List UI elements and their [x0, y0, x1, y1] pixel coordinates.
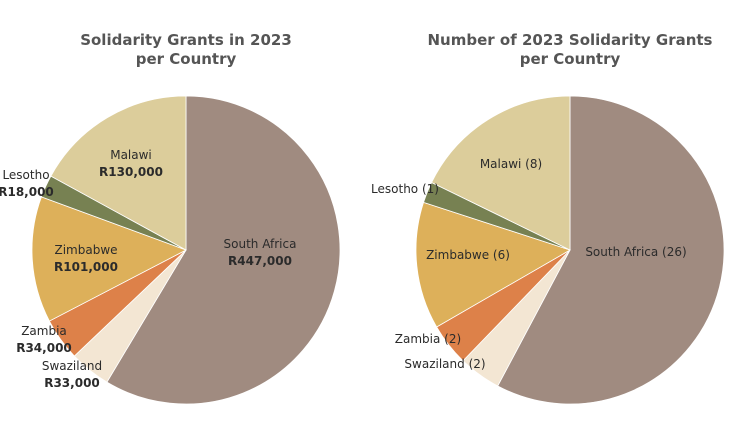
chart-1-value-malawi: R130,000 [99, 165, 163, 179]
chart-1-value-zimbabwe: R101,000 [54, 260, 118, 274]
chart-2-title-line-2: per Country [520, 50, 621, 68]
chart-2-slice-zimbabwe [415, 201, 571, 328]
chart-1-slice-south-africa [106, 95, 341, 405]
chart-1: Solidarity Grants in 2023 per Country So… [0, 31, 341, 405]
chart-1-value-south-africa: R447,000 [228, 254, 292, 268]
chart-1-value-swaziland: R33,000 [44, 376, 100, 390]
chart-2-slice-malawi [431, 95, 571, 251]
chart-1-slice-zimbabwe [31, 196, 187, 322]
chart-1-label-zimbabwe: Zimbabwe [54, 243, 117, 257]
chart-1-slices [31, 95, 341, 405]
chart-1-title-line-2: per Country [136, 50, 237, 68]
chart-2-slice-south-africa [497, 95, 725, 405]
chart-2-label-lesotho: Lesotho (1) [371, 182, 439, 196]
chart-2: Number of 2023 Solidarity Grants per Cou… [371, 31, 725, 405]
chart-2-label-south-africa: South Africa (26) [585, 245, 686, 259]
chart-2-slices [415, 95, 725, 405]
chart-1-slice-malawi [50, 95, 187, 251]
chart-2-label-malawi: Malawi (8) [480, 157, 542, 171]
chart-1-value-lesotho: R18,000 [0, 185, 54, 199]
chart-1-title-line-1: Solidarity Grants in 2023 [80, 31, 292, 49]
chart-1-label-malawi: Malawi [110, 148, 152, 162]
chart-1-label-lesotho: Lesotho [2, 168, 49, 182]
chart-1-label-swaziland: Swaziland [42, 359, 102, 373]
chart-2-label-zambia: Zambia (2) [395, 332, 461, 346]
chart-2-label-zimbabwe: Zimbabwe (6) [426, 248, 510, 262]
chart-1-label-zambia: Zambia [21, 324, 67, 338]
chart-1-value-zambia: R34,000 [16, 341, 72, 355]
chart-1-label-south-africa: South Africa [224, 237, 297, 251]
chart-2-label-swaziland: Swaziland (2) [404, 357, 485, 371]
chart-2-title-line-1: Number of 2023 Solidarity Grants [428, 31, 713, 49]
